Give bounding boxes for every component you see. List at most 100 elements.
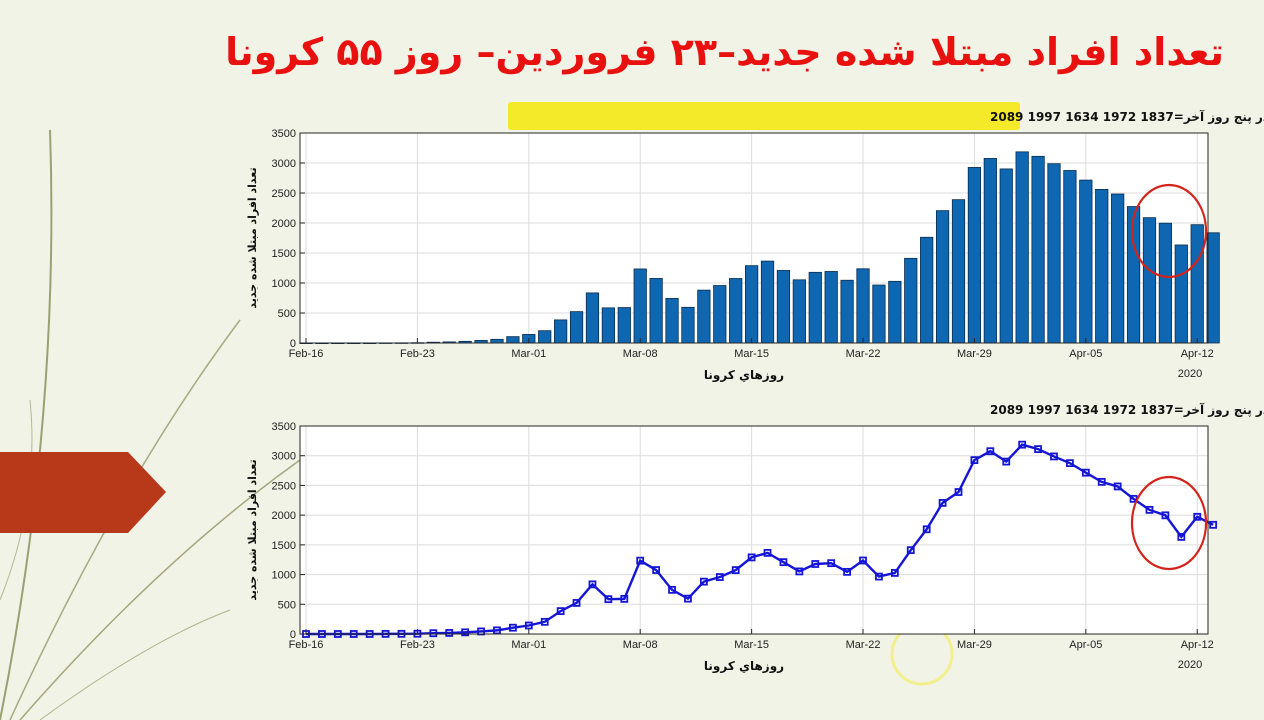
x-axis-label: روزهاي كرونا — [704, 368, 784, 383]
bar — [856, 268, 870, 344]
pennant-shape — [0, 452, 166, 533]
grass-stem-5 — [39, 609, 231, 720]
bar — [983, 158, 997, 344]
x-tick-label: Mar-01 — [511, 348, 546, 360]
bar — [951, 199, 966, 344]
bar — [840, 279, 854, 344]
bar — [935, 210, 950, 344]
y-axis-label: تعداد افراد مبتلا شده جديد — [246, 459, 259, 600]
x-tick-label: Feb-23 — [400, 639, 435, 651]
bar — [1206, 232, 1220, 344]
bar — [776, 270, 791, 344]
data-point — [1002, 457, 1011, 466]
bar — [999, 168, 1013, 344]
data-point — [1097, 477, 1106, 486]
slide-title: تعداد افراد مبتلا شده جديد–۲۳ فروردين– ر… — [225, 30, 1224, 74]
x-tick-label: Feb-16 — [289, 639, 324, 651]
y-tick-label: 0 — [290, 338, 296, 350]
plot-frame — [299, 132, 1209, 344]
bar — [745, 265, 759, 344]
data-point — [1177, 532, 1186, 541]
grass-stem-1 — [0, 129, 53, 720]
data-point — [843, 567, 852, 576]
data-point — [827, 559, 836, 568]
data-point — [429, 629, 438, 638]
data-point — [859, 556, 867, 565]
data-point — [1113, 482, 1122, 491]
data-point — [445, 629, 454, 637]
bar — [904, 257, 918, 344]
data-point — [508, 623, 517, 632]
data-point — [652, 566, 661, 574]
plot-frame — [299, 425, 1209, 635]
bar — [1063, 170, 1077, 344]
bar — [760, 260, 775, 344]
data-point — [684, 594, 692, 603]
y-tick-label: 2500 — [272, 188, 296, 200]
data-point — [1050, 452, 1058, 461]
bar — [792, 279, 806, 344]
bar — [697, 289, 711, 344]
data-point — [1145, 505, 1154, 514]
data-point — [1066, 459, 1074, 468]
x-tick-label: Mar-15 — [734, 639, 769, 651]
bar — [490, 338, 504, 344]
x-tick-label: Apr-05 — [1069, 348, 1102, 360]
annotation-circle — [1130, 183, 1208, 279]
data-point — [922, 525, 931, 534]
bar — [1015, 151, 1029, 344]
bar — [713, 285, 727, 344]
y-tick-label: 1500 — [272, 540, 296, 552]
y-tick-label: 2000 — [272, 510, 296, 522]
bar — [1174, 244, 1188, 344]
y-tick-label: 1000 — [272, 278, 296, 290]
x-axis-label: روزهاي كرونا — [704, 659, 784, 674]
data-point — [763, 548, 772, 557]
data-point — [890, 569, 899, 577]
bar — [554, 319, 568, 344]
bar — [1047, 163, 1061, 344]
bar — [808, 271, 822, 344]
data-point — [1018, 440, 1027, 449]
bar — [872, 284, 886, 344]
y-tick-label: 3000 — [272, 451, 296, 463]
chart-title: تعداد افراد مبتلا شده جديد در پنج روز آخ… — [990, 109, 1264, 125]
bar — [506, 336, 520, 344]
y-tick-label: 0 — [290, 629, 296, 641]
data-point — [604, 595, 613, 604]
title-highlight — [508, 102, 1020, 130]
x-tick-label: Mar-29 — [957, 639, 992, 651]
y-tick-label: 500 — [278, 599, 296, 611]
bar — [1095, 189, 1109, 344]
data-point — [715, 573, 724, 581]
x-tick-label: Feb-16 — [289, 348, 324, 360]
x-tick-label: Feb-23 — [400, 348, 435, 360]
plot-area — [300, 426, 1208, 634]
bar — [1079, 179, 1093, 344]
data-point — [572, 599, 581, 607]
data-point — [747, 553, 756, 562]
data-point — [906, 546, 915, 555]
bar — [920, 236, 934, 344]
y-tick-label: 2500 — [272, 480, 296, 492]
data-point — [1081, 468, 1090, 477]
bar — [569, 311, 584, 344]
bar — [665, 298, 679, 344]
data-point — [731, 566, 740, 575]
data-point — [811, 560, 820, 568]
data-point — [1209, 520, 1218, 529]
year-label: 2020 — [1178, 368, 1202, 380]
bar — [824, 271, 838, 344]
bar-chart: تعداد افراد مبتلا شده جديد در پنج روز آخ… — [246, 102, 1264, 383]
bar — [1031, 155, 1045, 344]
bar — [617, 307, 631, 344]
y-tick-label: 500 — [278, 308, 296, 320]
data-point — [938, 499, 947, 507]
series-line — [306, 443, 1214, 636]
bar — [633, 268, 647, 344]
x-tick-label: Apr-12 — [1181, 639, 1214, 651]
y-axis-label: تعداد افراد مبتلا شده جديد — [246, 167, 259, 308]
line-chart: تعداد افراد مبتلا شده جديد در پنج روز آخ… — [246, 402, 1264, 674]
x-tick-label: Mar-22 — [846, 639, 881, 651]
data-point — [668, 585, 676, 594]
